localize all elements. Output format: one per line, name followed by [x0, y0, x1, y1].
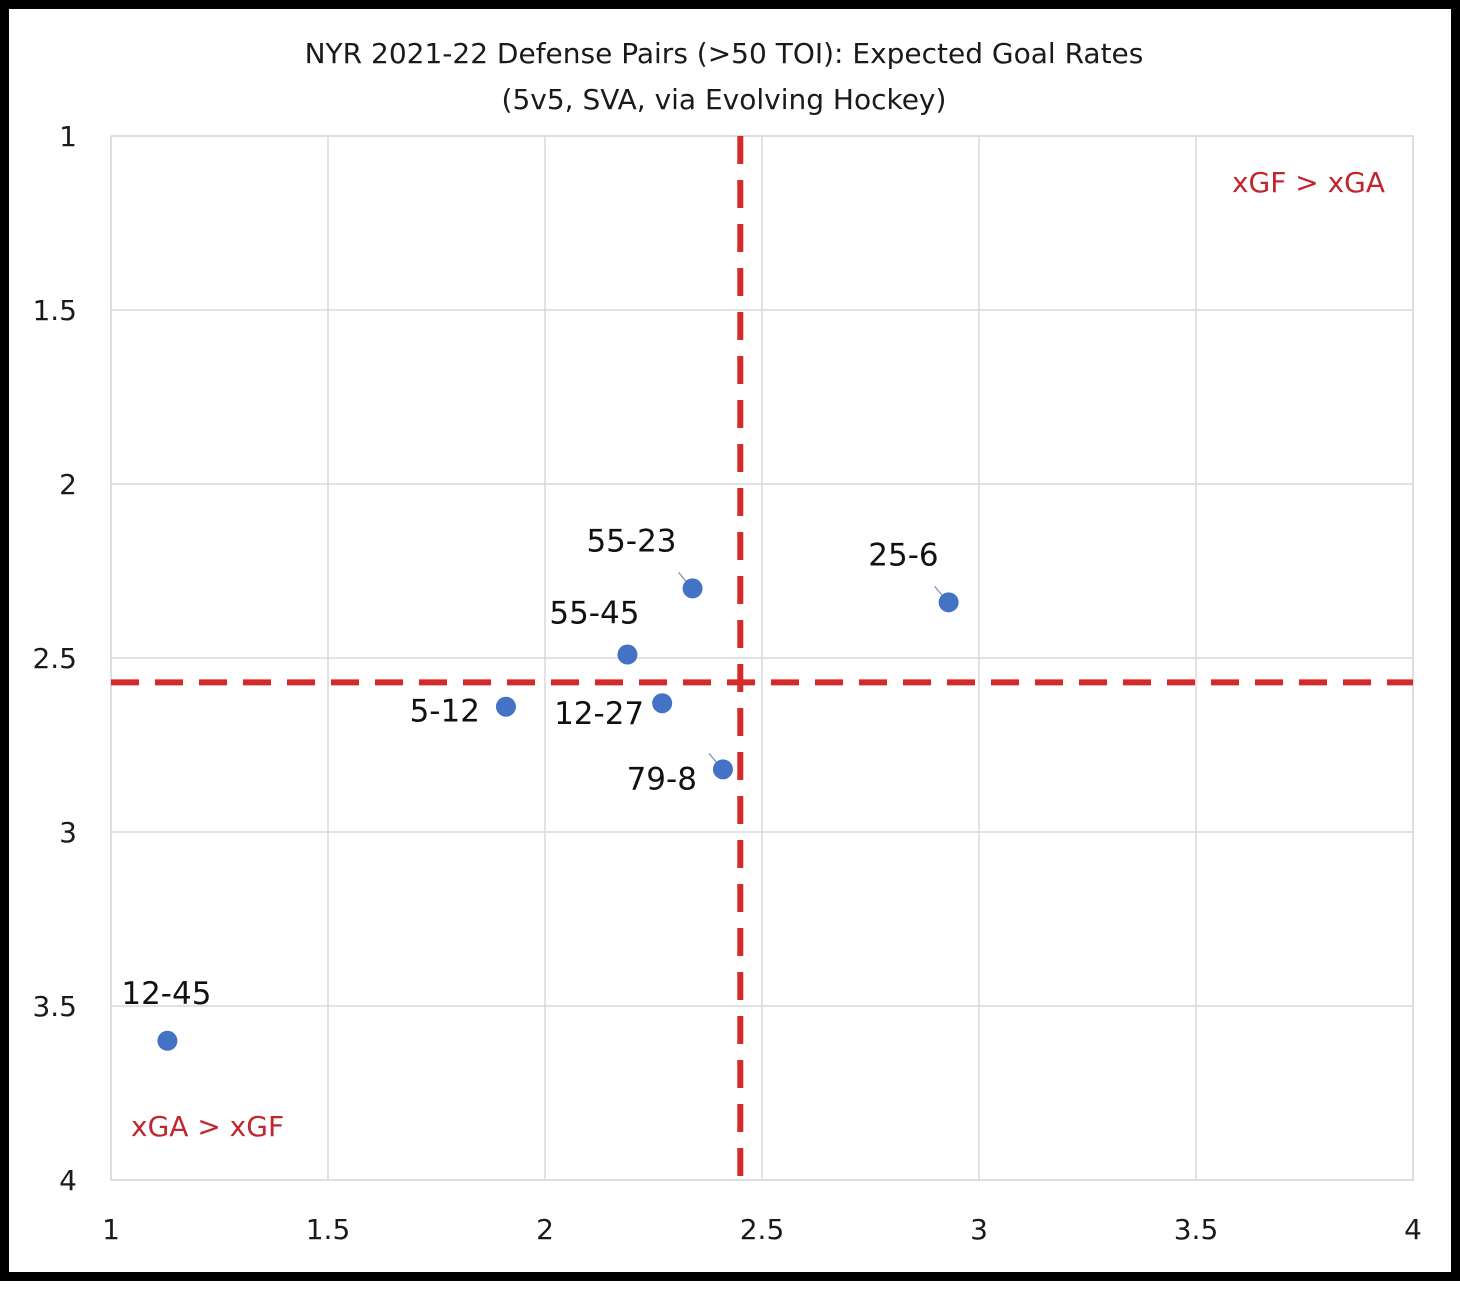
quadrant-label-top-right: xGF > xGA [1232, 166, 1385, 199]
data-point-55-45[interactable] [617, 644, 638, 665]
label-leaders [677, 571, 946, 766]
x-tick-label: 1.5 [306, 1213, 351, 1246]
y-tick-label: 1 [59, 120, 77, 153]
y-tick-label: 3.5 [32, 990, 77, 1023]
data-point-55-23[interactable] [682, 578, 703, 599]
chart-subtitle: (5v5, SVA, via Evolving Hockey) [502, 83, 947, 116]
scatter-chart: NYR 2021-22 Defense Pairs (>50 TOI): Exp… [32, 37, 1421, 1246]
point-label: 12-45 [121, 976, 211, 1012]
point-label: 55-23 [586, 523, 676, 559]
x-tick-label: 2 [536, 1213, 554, 1246]
data-points [157, 578, 959, 1051]
x-tick-label: 3.5 [1174, 1213, 1219, 1246]
y-tick-label: 1.5 [32, 294, 77, 327]
y-tick-label: 3 [59, 816, 77, 849]
point-label: 12-27 [554, 696, 644, 732]
y-tick-label: 2.5 [32, 642, 77, 675]
x-tick-label: 3 [970, 1213, 988, 1246]
y-tick-label: 2 [59, 468, 77, 501]
axis-ticks: 1 1.5 2 2.5 3 3.5 411.522.533.54 [32, 120, 1421, 1246]
data-point-5-12[interactable] [495, 696, 516, 717]
quadrant-label-bottom-left: xGA > xGF [131, 1110, 284, 1143]
point-label: 79-8 [627, 761, 697, 797]
data-point-79-8[interactable] [712, 759, 733, 780]
point-label: 25-6 [868, 537, 938, 573]
data-point-12-45[interactable] [157, 1030, 178, 1051]
data-point-12-27[interactable] [652, 693, 673, 714]
x-tick-label: 1 [102, 1213, 120, 1246]
point-label: 5-12 [410, 694, 480, 730]
x-tick-label: 4 [1404, 1213, 1422, 1246]
point-label: 55-45 [549, 596, 639, 632]
point-labels: 55-23 25-6 55-45 5-12 12-27 79-8 12-45 [121, 523, 938, 1011]
data-point-25-6[interactable] [938, 592, 959, 613]
x-tick-label: 2.5 [740, 1213, 785, 1246]
chart-title: NYR 2021-22 Defense Pairs (>50 TOI): Exp… [305, 37, 1144, 70]
plot-area [110, 135, 1414, 1181]
y-tick-label: 4 [59, 1164, 77, 1197]
gridlines [110, 135, 1414, 1181]
